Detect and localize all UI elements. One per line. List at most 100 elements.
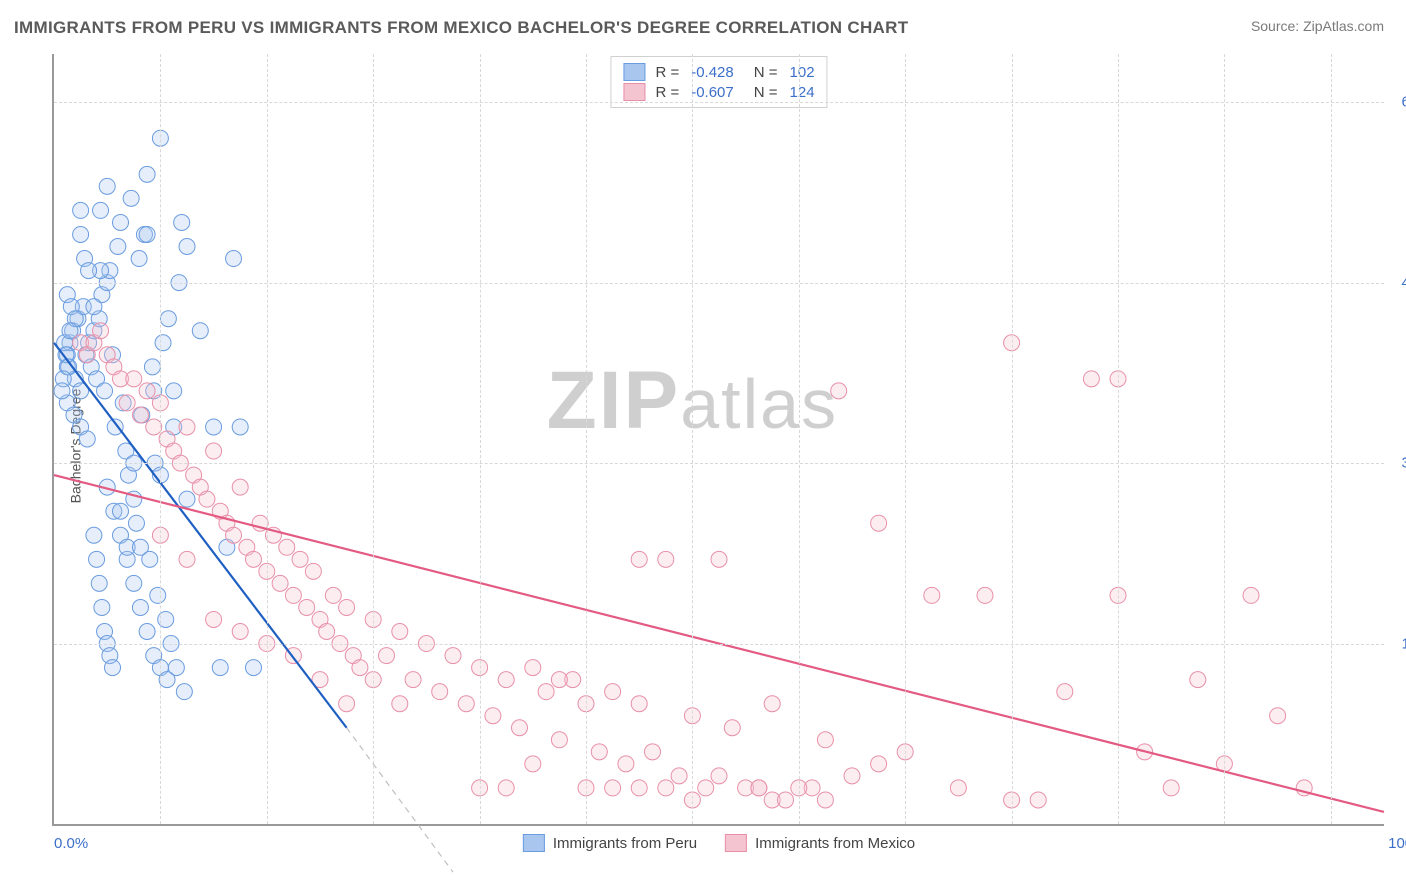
data-point (405, 672, 421, 688)
data-point (155, 335, 171, 351)
data-point (126, 371, 142, 387)
data-point (299, 599, 315, 615)
data-point (150, 587, 166, 603)
plot-area: ZIPatlas R = -0.428 N = 102 R = -0.607 N… (52, 54, 1384, 826)
data-point (232, 419, 248, 435)
data-point (166, 383, 182, 399)
data-point (113, 503, 129, 519)
data-point (206, 443, 222, 459)
y-tick-label: 45.0% (1389, 274, 1406, 291)
data-point (605, 780, 621, 796)
data-point (93, 202, 109, 218)
data-point (91, 575, 107, 591)
data-point (618, 756, 634, 772)
source-link[interactable]: ZipAtlas.com (1303, 18, 1384, 34)
data-point (246, 551, 262, 567)
legend-n-label: N = (754, 64, 778, 81)
data-point (1057, 684, 1073, 700)
gridline-v (480, 54, 481, 824)
data-point (113, 214, 129, 230)
data-point (89, 551, 105, 567)
data-point (325, 587, 341, 603)
data-point (631, 696, 647, 712)
data-point (73, 202, 89, 218)
data-point (817, 732, 833, 748)
legend-stats: R = -0.428 N = 102 R = -0.607 N = 124 (610, 56, 827, 108)
data-point (432, 684, 448, 700)
data-point (285, 587, 301, 603)
data-point (128, 515, 144, 531)
data-point (107, 419, 123, 435)
legend-swatch-mexico (623, 83, 645, 101)
data-point (392, 624, 408, 640)
gridline-v (160, 54, 161, 824)
data-point (631, 551, 647, 567)
data-point (86, 527, 102, 543)
data-point (97, 383, 113, 399)
gridline-h (54, 102, 1384, 103)
data-point (292, 551, 308, 567)
data-point (105, 660, 121, 676)
data-point (525, 660, 541, 676)
x-axis-min-label: 0.0% (54, 835, 88, 852)
data-point (831, 383, 847, 399)
data-point (81, 263, 97, 279)
chart-svg (54, 54, 1384, 824)
data-point (226, 251, 242, 267)
legend-n-peru: 102 (790, 64, 815, 81)
legend-swatch-icon (523, 834, 545, 852)
data-point (73, 226, 89, 242)
data-point (711, 551, 727, 567)
data-point (144, 359, 160, 375)
gridline-v (1331, 54, 1332, 824)
data-point (551, 732, 567, 748)
legend-item-peru: Immigrants from Peru (523, 834, 697, 852)
data-point (131, 251, 147, 267)
legend-swatch-peru (623, 63, 645, 81)
data-point (591, 744, 607, 760)
data-point (174, 214, 190, 230)
data-point (605, 684, 621, 700)
data-point (110, 239, 126, 255)
data-point (139, 166, 155, 182)
data-point (319, 624, 335, 640)
data-point (176, 684, 192, 700)
data-point (86, 299, 102, 315)
data-point (279, 539, 295, 555)
data-point (126, 575, 142, 591)
legend-r-label: R = (655, 64, 679, 81)
data-point (192, 323, 208, 339)
data-point (724, 720, 740, 736)
data-point (844, 768, 860, 784)
legend-r-mexico: -0.607 (691, 84, 734, 101)
data-point (179, 419, 195, 435)
data-point (93, 323, 109, 339)
data-point (246, 660, 262, 676)
data-point (1270, 708, 1286, 724)
data-point (139, 624, 155, 640)
data-point (538, 684, 554, 700)
data-point (711, 768, 727, 784)
data-point (498, 672, 514, 688)
data-point (139, 383, 155, 399)
data-point (272, 575, 288, 591)
data-point (206, 419, 222, 435)
legend-label-mexico: Immigrants from Mexico (755, 835, 915, 852)
source-credit: Source: ZipAtlas.com (1251, 18, 1384, 34)
data-point (485, 708, 501, 724)
gridline-v (905, 54, 906, 824)
legend-n-mexico: 124 (790, 84, 815, 101)
data-point (79, 431, 95, 447)
data-point (54, 383, 70, 399)
data-point (658, 780, 674, 796)
data-point (871, 756, 887, 772)
data-point (751, 780, 767, 796)
data-point (645, 744, 661, 760)
data-point (179, 551, 195, 567)
data-point (778, 792, 794, 808)
source-prefix: Source: (1251, 18, 1303, 34)
data-point (226, 527, 242, 543)
data-point (132, 599, 148, 615)
data-point (232, 624, 248, 640)
data-point (139, 226, 155, 242)
